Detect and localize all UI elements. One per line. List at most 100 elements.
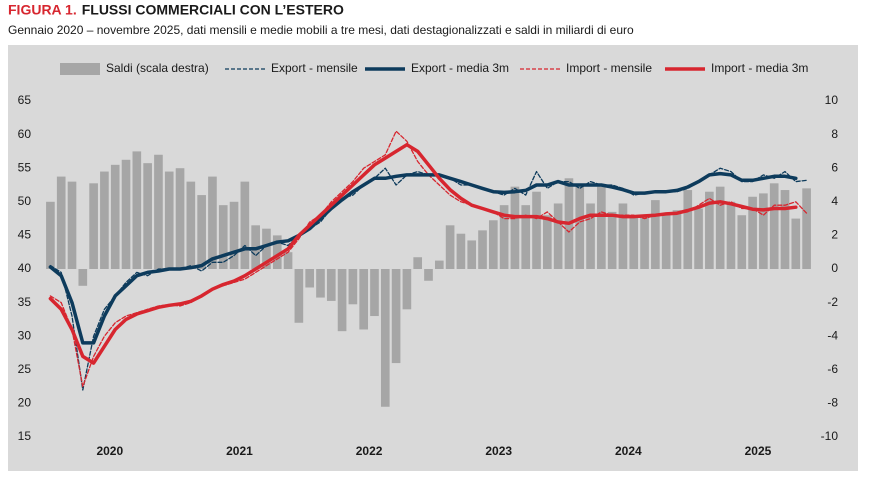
bar: [694, 208, 703, 269]
bar: [67, 181, 77, 269]
y2-tick-label: -4: [827, 328, 838, 342]
bar: [445, 225, 455, 269]
x-tick-label: 2022: [356, 444, 383, 458]
bar: [791, 218, 801, 269]
y2-tick-label: 6: [831, 160, 838, 174]
chart-title: FLUSSI COMMERCIALI CON L’ESTERO: [82, 2, 344, 18]
bar: [413, 257, 423, 269]
bar: [705, 191, 714, 269]
bar: [380, 269, 390, 407]
bar: [305, 269, 314, 288]
bar: [370, 269, 379, 317]
bar: [294, 269, 304, 323]
bar: [478, 230, 487, 269]
bar: [780, 190, 790, 269]
bar: [575, 186, 585, 269]
line-moving-average: [48, 142, 798, 365]
bar: [640, 215, 649, 269]
bar: [737, 215, 747, 269]
figure-label: FIGURA 1.: [8, 2, 77, 18]
chart-subtitle: Gennaio 2020 – novembre 2025, dati mensi…: [8, 23, 634, 37]
bar: [100, 171, 109, 269]
y2-tick-label: -10: [821, 429, 839, 443]
bar: [759, 193, 768, 269]
legend-label: Export - media 3m: [411, 61, 509, 75]
bar: [499, 205, 509, 269]
y-tick-label: 30: [18, 328, 32, 342]
bar: [391, 269, 401, 364]
bar: [316, 269, 325, 298]
bar: [121, 159, 131, 269]
legend-label: Import - media 3m: [711, 61, 808, 75]
bar: [467, 240, 477, 269]
y-tick-label: 45: [18, 228, 32, 242]
y-tick-label: 35: [18, 295, 32, 309]
bar: [434, 260, 444, 269]
bar: [661, 213, 671, 269]
bar: [348, 269, 358, 305]
bar: [262, 228, 271, 269]
bar: [521, 205, 531, 269]
bar: [424, 269, 433, 281]
y-tick-label: 25: [18, 362, 32, 376]
y2-tick-label: -8: [827, 396, 838, 410]
bar: [618, 203, 628, 269]
bar: [543, 215, 552, 269]
x-tick-label: 2024: [615, 444, 642, 458]
bar: [748, 196, 757, 269]
y2-tick-label: 2: [831, 228, 838, 242]
x-tick-label: 2023: [485, 444, 512, 458]
bar: [197, 195, 206, 269]
legend-label: Saldi (scala destra): [106, 61, 209, 75]
bar: [510, 186, 520, 269]
bar: [715, 186, 725, 269]
y2-tick-label: 10: [825, 93, 839, 107]
bar: [175, 168, 185, 269]
bar: [240, 181, 250, 269]
y-tick-label: 40: [18, 261, 32, 275]
legend-label: Export - mensile: [271, 61, 358, 75]
bar: [78, 269, 88, 286]
bar: [597, 186, 606, 269]
x-tick-label: 2021: [226, 444, 253, 458]
bar: [337, 269, 347, 332]
bar: [208, 176, 217, 269]
bar: [586, 203, 595, 269]
bar: [132, 151, 142, 269]
y-tick-label: 65: [18, 93, 32, 107]
y-tick-label: 55: [18, 160, 32, 174]
bar: [651, 200, 660, 269]
y2-tick-label: 4: [831, 194, 838, 208]
y-tick-label: 60: [18, 127, 32, 141]
legend-swatch: [60, 63, 100, 75]
bar: [186, 181, 196, 269]
bar: [89, 183, 98, 269]
y2-tick-label: 8: [831, 127, 838, 141]
bar: [726, 201, 736, 269]
bar: [326, 269, 336, 301]
bar: [110, 164, 120, 269]
bar: [229, 201, 239, 269]
bar: [672, 210, 682, 269]
y2-tick-label: -6: [827, 362, 838, 376]
legend-label: Import - mensile: [566, 61, 652, 75]
bar: [218, 205, 228, 269]
bar: [607, 211, 617, 269]
x-tick-label: 2025: [745, 444, 772, 458]
bar: [532, 191, 541, 269]
x-tick-label: 2020: [96, 444, 123, 458]
y-tick-label: 50: [18, 194, 32, 208]
bar: [56, 176, 66, 269]
bar: [553, 203, 563, 269]
y-tick-label: 20: [18, 396, 32, 410]
bar: [629, 215, 639, 269]
bar: [402, 269, 412, 310]
bar: [46, 201, 55, 269]
bar: [154, 154, 163, 269]
y2-tick-label: -2: [827, 295, 838, 309]
y-tick-label: 15: [18, 429, 32, 443]
bar: [283, 252, 293, 269]
bar: [456, 233, 466, 269]
bar: [143, 163, 152, 269]
